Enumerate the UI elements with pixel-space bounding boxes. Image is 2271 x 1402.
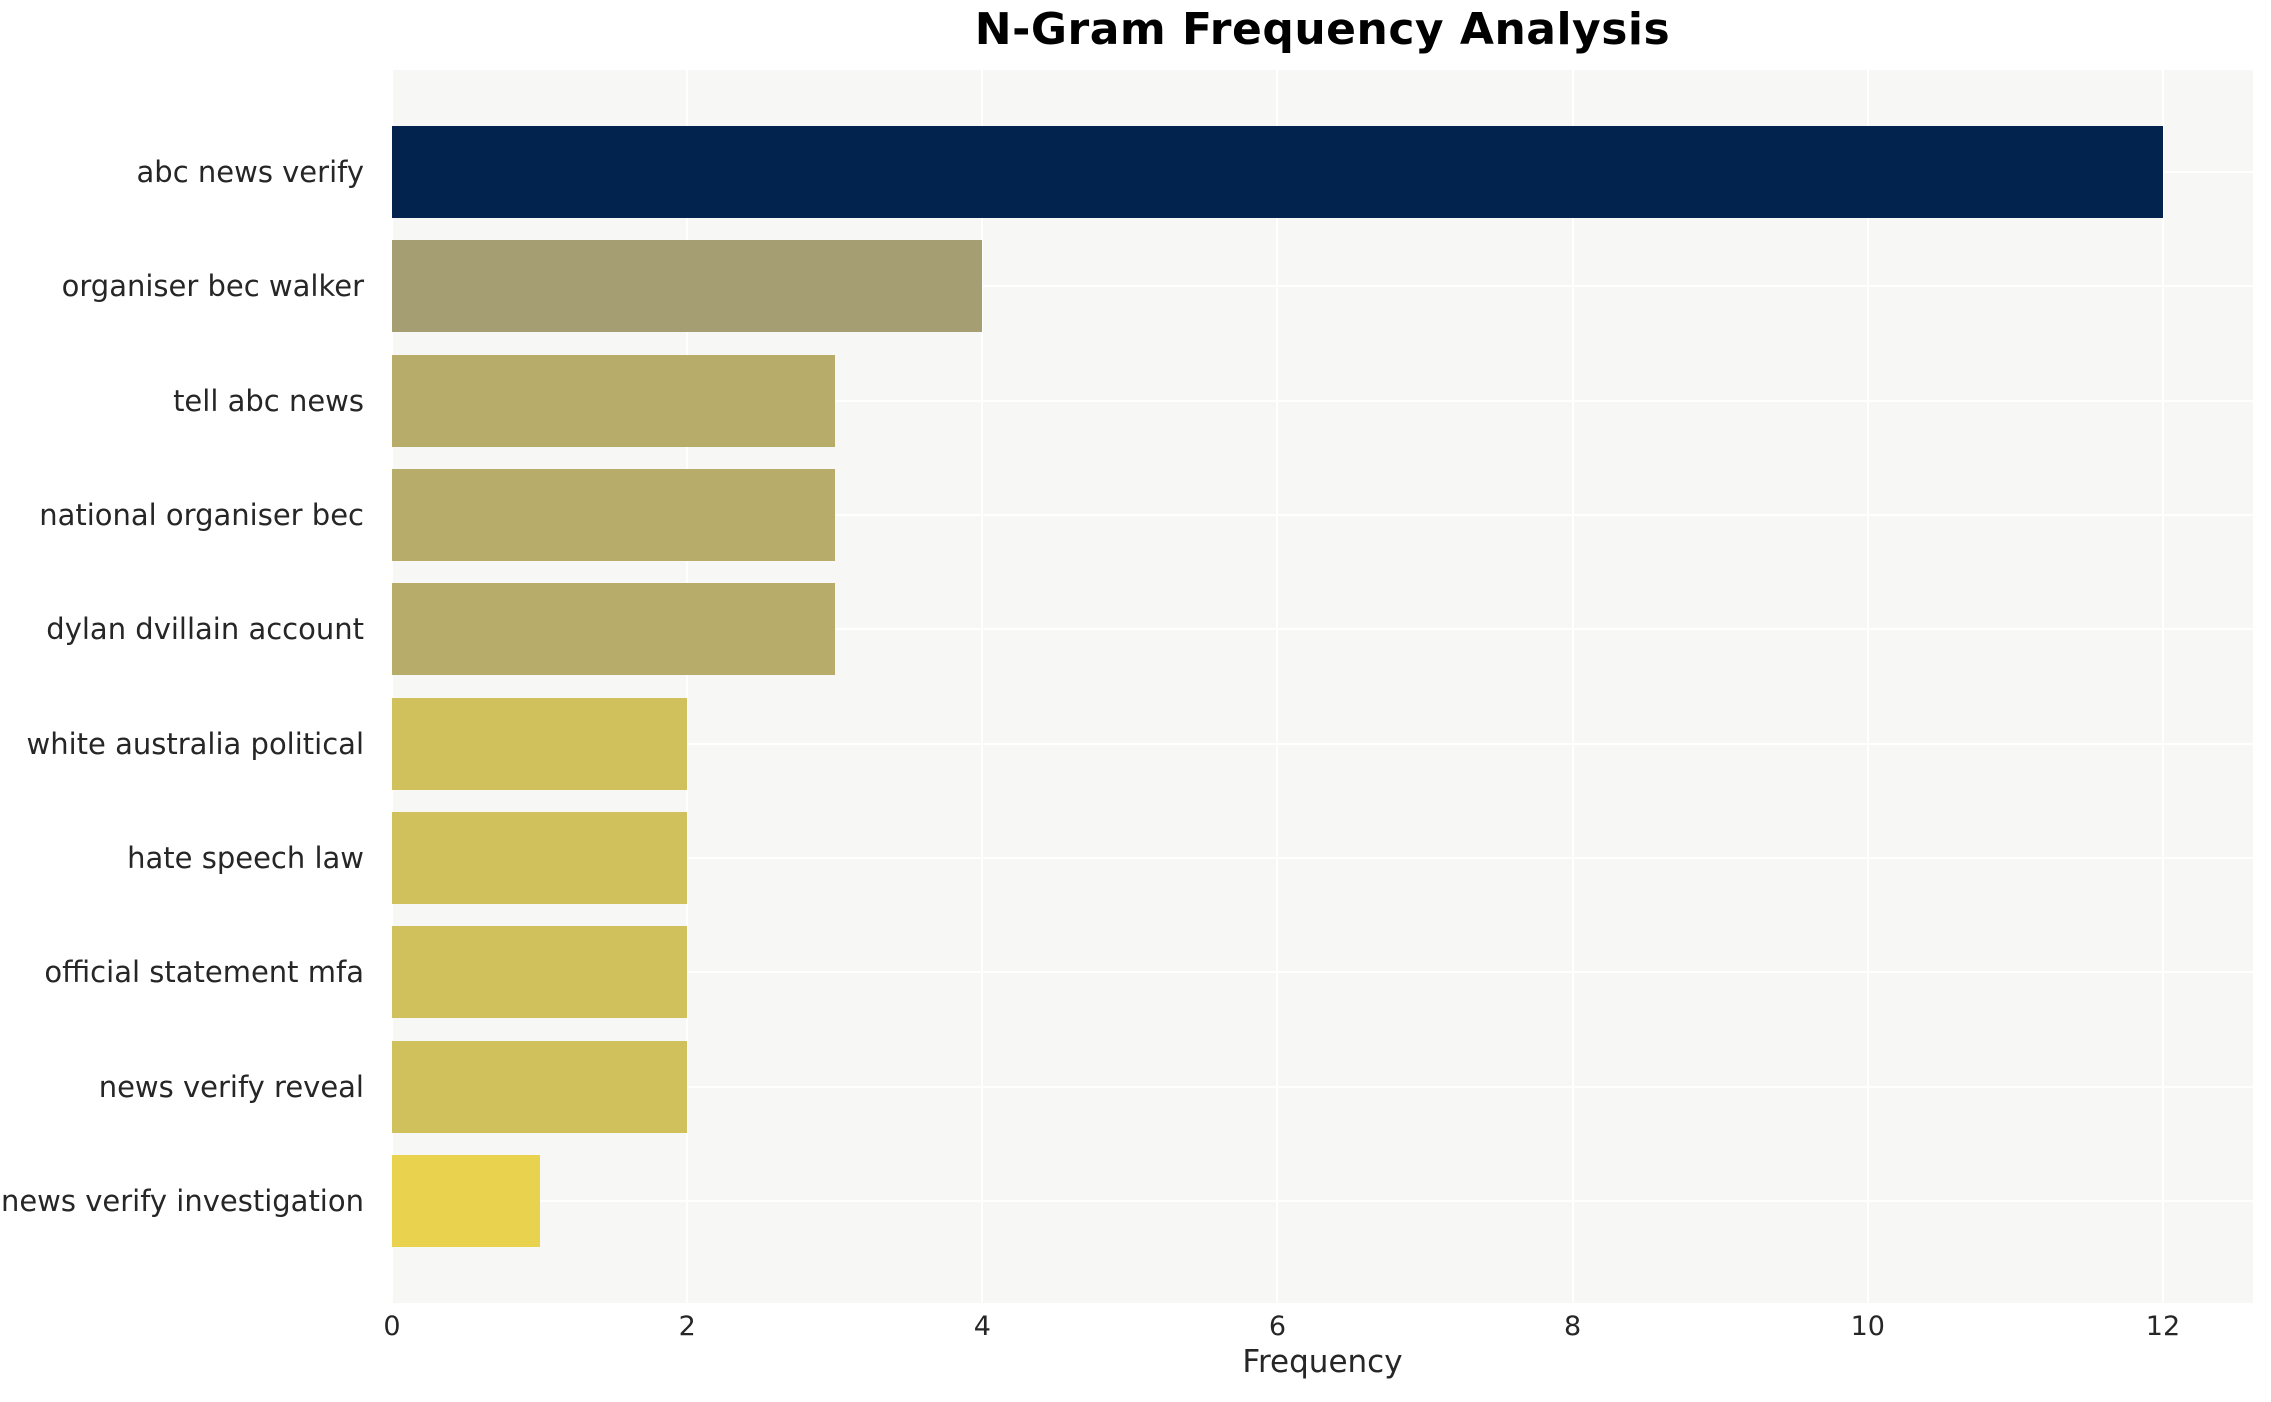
x-tick-label: 6: [1268, 1311, 1287, 1342]
bar: [392, 697, 688, 790]
bar: [392, 126, 2163, 219]
x-tick-label: 2: [678, 1311, 696, 1342]
bar: [392, 354, 835, 447]
bar: [392, 1154, 540, 1247]
bar-row: [392, 1144, 2253, 1258]
h-gridline: [392, 1085, 2253, 1088]
bar: [392, 811, 688, 904]
bar: [392, 469, 835, 562]
category-label: news verify reveal: [98, 1069, 364, 1104]
h-gridline: [392, 628, 2253, 631]
category-label: hate speech law: [127, 840, 364, 875]
x-axis-label: Frequency: [1242, 1344, 1403, 1380]
v-gridline: [686, 70, 689, 1303]
bar-row: [392, 344, 2253, 458]
bar-row: [392, 686, 2253, 800]
bar-row: [392, 458, 2253, 572]
h-gridline: [392, 856, 2253, 859]
bar-row: [392, 229, 2253, 343]
x-tick-label: 10: [1850, 1311, 1885, 1342]
bar: [392, 1040, 688, 1133]
x-ticks: 0 2 4 6 8 10 12: [383, 1311, 2253, 1347]
v-gridline: [2161, 70, 2164, 1303]
h-gridline: [392, 399, 2253, 402]
h-gridline: [392, 514, 2253, 517]
category-label: white australia political: [26, 726, 364, 761]
bar-row: [392, 1029, 2253, 1143]
h-gridline: [392, 1199, 2253, 1202]
plot-area: [391, 70, 2253, 1303]
bar-rows: [392, 115, 2253, 1258]
x-tick-label: 4: [973, 1311, 991, 1342]
category-label: dylan dvillain account: [46, 612, 364, 647]
bar-row: [392, 572, 2253, 686]
category-label: organiser bec walker: [61, 269, 364, 304]
category-label: national organiser bec: [39, 498, 364, 533]
h-gridline: [392, 971, 2253, 974]
category-label: abc news verify: [136, 155, 364, 190]
v-gridline: [1866, 70, 1869, 1303]
category-label: tell abc news: [173, 383, 364, 418]
bar: [392, 926, 688, 1019]
bar-row: [392, 115, 2253, 229]
category-label: news verify investigation: [0, 1183, 364, 1218]
bar: [392, 583, 835, 676]
v-gridline: [981, 70, 984, 1303]
x-tick-label: 8: [1564, 1311, 1582, 1342]
v-gridline: [391, 70, 393, 1303]
v-gridline: [1571, 70, 1574, 1303]
bar: [392, 240, 983, 333]
h-gridline: [392, 742, 2253, 745]
category-labels: abc news verify organiser bec walker tell …: [0, 115, 378, 1258]
x-tick-label: 0: [383, 1311, 401, 1342]
bar-row: [392, 915, 2253, 1029]
v-gridline: [1276, 70, 1279, 1303]
bar-row: [392, 801, 2253, 915]
category-label: official statement mfa: [44, 955, 364, 990]
chart-title: N-Gram Frequency Analysis: [974, 4, 1671, 55]
x-tick-label: 12: [2145, 1311, 2181, 1342]
h-gridline: [392, 285, 2253, 288]
